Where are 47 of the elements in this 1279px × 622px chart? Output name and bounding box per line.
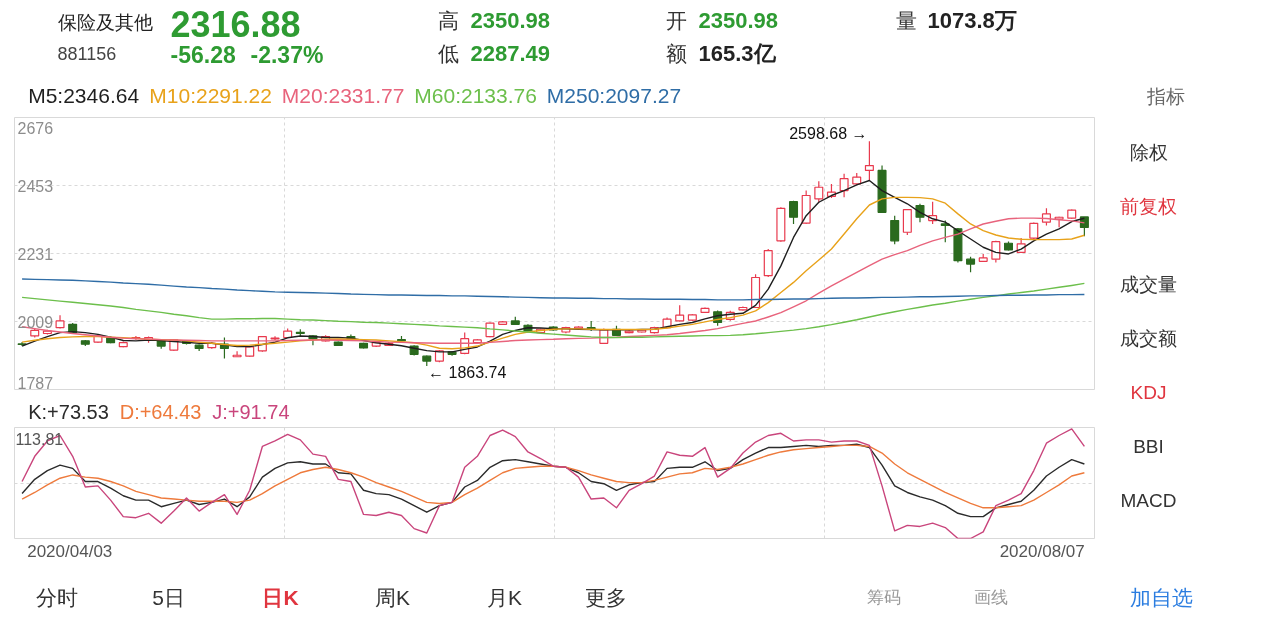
- text: 5日: [152, 586, 185, 609]
- text: 高: [437, 9, 459, 32]
- text: -56.28: [170, 42, 236, 68]
- text: 画线: [973, 588, 1008, 607]
- text: 除权: [1129, 142, 1168, 163]
- text: M20:2331.77: [281, 84, 405, 107]
- series-label: J:+91.74: [212, 400, 290, 423]
- text: 分时: [35, 586, 78, 609]
- text: 月K: [487, 586, 523, 609]
- text: KDJ: [1130, 382, 1167, 403]
- text: 2287.49: [470, 41, 551, 66]
- y-tick-label: 2453: [17, 177, 54, 195]
- text: 低: [437, 42, 459, 65]
- text: 成交额: [1120, 328, 1177, 349]
- text: 165.3亿: [698, 41, 777, 66]
- text: BBI: [1133, 436, 1164, 457]
- text: 周K: [375, 586, 411, 609]
- y-tick-label: 2009: [17, 313, 54, 331]
- text: 加自选: [1130, 586, 1193, 609]
- text: 成交量: [1120, 274, 1177, 295]
- chart-subtitle: 881156: [57, 44, 117, 64]
- text: 筹码: [866, 588, 901, 607]
- y-tick-label: 1787: [17, 374, 54, 392]
- text: M5:2346.64: [28, 84, 140, 107]
- text: 额: [665, 42, 687, 65]
- text: 日K: [262, 586, 299, 609]
- text: M10:2291.22: [149, 84, 272, 107]
- y-tick-label: 2231: [17, 245, 54, 263]
- annotation: ← 1863.74: [428, 363, 507, 381]
- text: M60:2133.76: [414, 84, 537, 107]
- y-tick-label: 2676: [17, 119, 54, 137]
- text: M250:2097.27: [546, 84, 682, 107]
- text: 2350.98: [470, 8, 551, 33]
- text: 2020/04/03: [27, 542, 113, 561]
- text: 指标: [1145, 86, 1185, 107]
- text: K:+73.53: [28, 400, 109, 423]
- text: 2350.98: [698, 8, 779, 33]
- text: MACD: [1120, 490, 1177, 511]
- text: D:+64.43: [119, 400, 202, 423]
- annotation: 2598.68 →: [789, 124, 868, 142]
- text: 开: [665, 9, 687, 32]
- text: 量: [895, 9, 917, 32]
- text: 1073.8万: [927, 8, 1017, 33]
- text: 前复权: [1120, 196, 1177, 217]
- text: 2020/08/07: [999, 542, 1085, 561]
- chart-title: 保险及其他: [57, 12, 153, 33]
- text: 更多: [584, 586, 627, 609]
